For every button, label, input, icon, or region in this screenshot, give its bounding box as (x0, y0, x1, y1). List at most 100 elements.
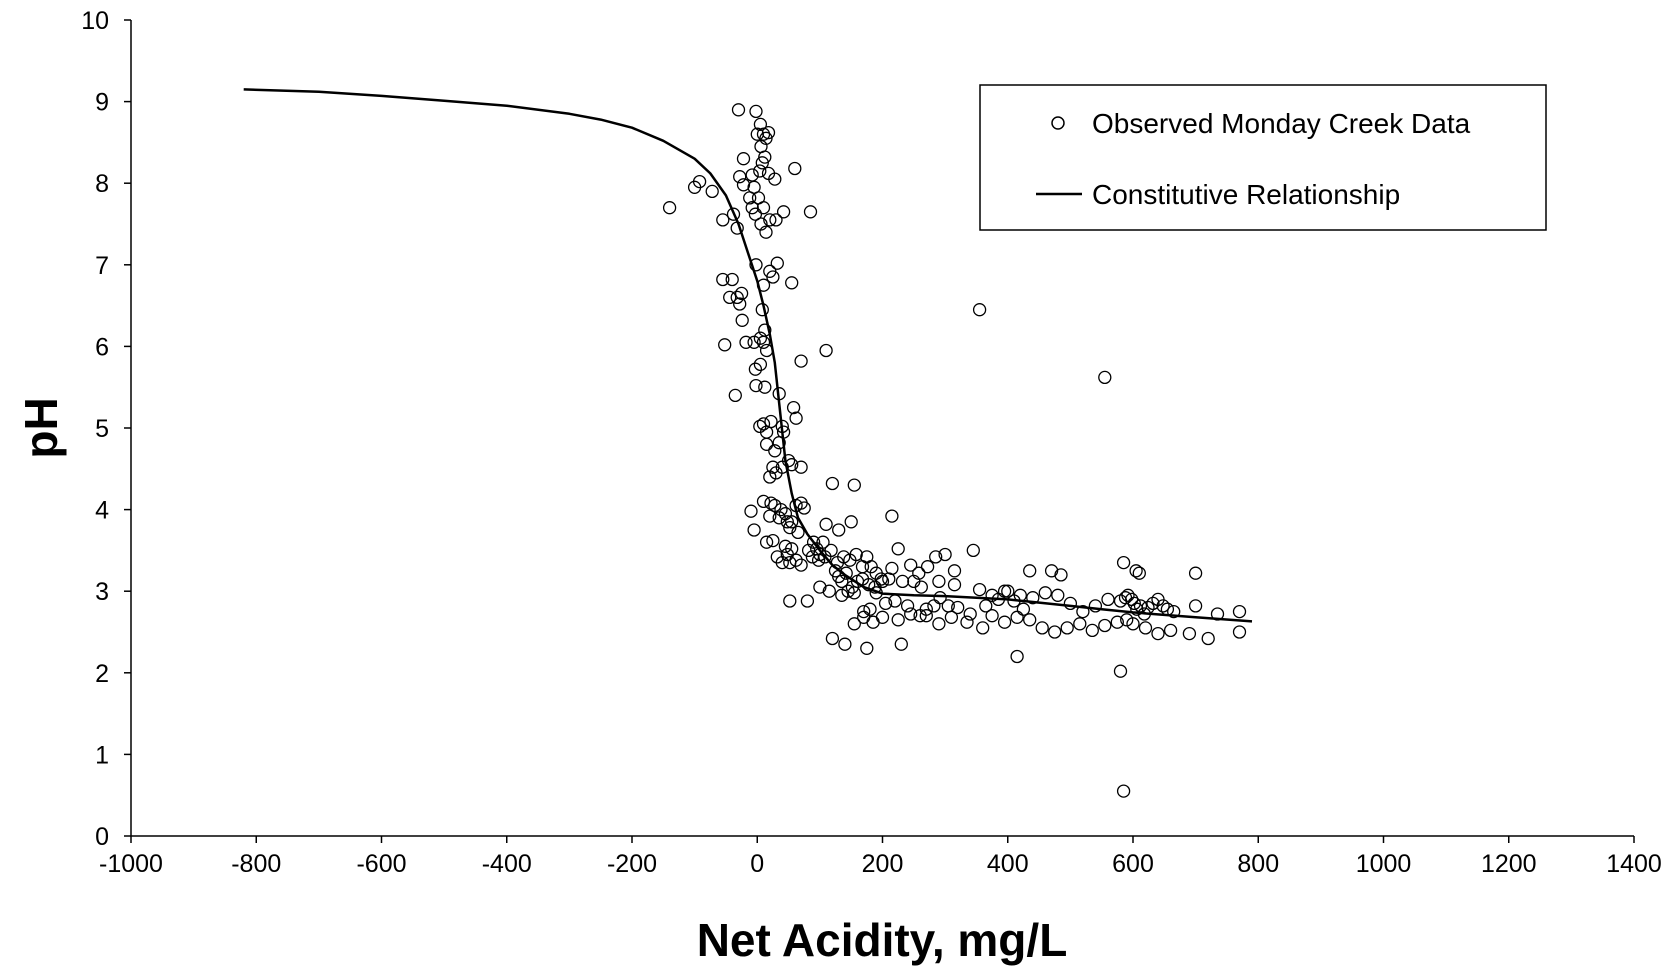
data-point (1188, 599, 1203, 613)
data-point (766, 533, 780, 548)
x-tick-label: 1400 (1606, 850, 1662, 878)
data-point (920, 560, 935, 574)
data-point (966, 543, 980, 558)
data-point (733, 170, 747, 184)
data-point (791, 525, 805, 540)
data-point (1035, 621, 1049, 635)
data-point (1026, 591, 1040, 605)
data-point (764, 414, 778, 429)
x-tick-label: 800 (1237, 850, 1279, 878)
data-point (891, 613, 905, 627)
data-point (763, 509, 777, 523)
data-point (756, 335, 771, 349)
data-point (1101, 592, 1115, 607)
data-point (753, 117, 768, 132)
data-point (736, 152, 751, 166)
data-point (938, 547, 952, 562)
data-point (747, 523, 761, 537)
data-point (1038, 586, 1052, 600)
legend-label-curve: Constitutive Relationship (1092, 179, 1400, 210)
data-point (769, 213, 783, 227)
data-point (768, 172, 782, 186)
data-point (725, 272, 739, 287)
data-point (772, 387, 786, 401)
data-point (976, 621, 990, 635)
data-point (819, 343, 833, 358)
data-point (997, 615, 1012, 629)
data-point (891, 542, 905, 556)
data-point (764, 496, 778, 510)
data-point (904, 607, 918, 621)
data-point (786, 400, 801, 415)
x-tick-label: -800 (231, 850, 281, 878)
data-point (1076, 604, 1090, 619)
data-point (932, 574, 946, 589)
data-point (750, 127, 764, 141)
y-axis: 0 1 2 3 4 5 6 7 8 9 10 (81, 7, 131, 851)
data-point (1182, 626, 1197, 641)
data-point (1127, 596, 1141, 611)
y-tick-label: 2 (95, 660, 109, 688)
data-point (692, 174, 707, 189)
data-point (736, 178, 751, 192)
y-tick-label: 8 (95, 170, 109, 198)
data-point (1232, 604, 1247, 619)
data-point (755, 156, 769, 170)
data-point (1167, 604, 1181, 619)
y-axis-title: pH (15, 397, 67, 458)
data-point (788, 161, 802, 176)
y-tick-label: 3 (95, 578, 109, 606)
data-point (972, 303, 987, 317)
data-point (888, 594, 902, 608)
data-point (789, 411, 803, 425)
data-point (794, 558, 808, 572)
data-point (759, 343, 774, 358)
data-point (783, 594, 797, 608)
y-tick-label: 0 (95, 823, 109, 851)
data-point (947, 578, 962, 592)
data-point (985, 609, 999, 623)
data-point (1010, 610, 1024, 624)
data-point (904, 558, 918, 572)
data-point (705, 184, 719, 199)
data-point (841, 584, 855, 598)
data-point (914, 580, 928, 594)
legend: Observed Monday Creek Data Constitutive … (979, 84, 1547, 231)
data-point (768, 444, 782, 458)
data-point (748, 362, 763, 376)
data-point (847, 617, 861, 631)
points-layer (662, 103, 1247, 798)
data-point (1048, 625, 1062, 639)
data-point (1013, 588, 1027, 602)
x-tick-label: -1000 (99, 850, 163, 878)
data-point (1110, 615, 1124, 629)
x-axis: -1000 -800 -600 -400 -200 0 200 400 600 800 1000 12… (99, 836, 1662, 878)
data-point (847, 586, 861, 600)
data-point (1132, 566, 1146, 580)
data-point (860, 641, 874, 655)
data-point (763, 213, 777, 227)
data-point (857, 610, 871, 624)
y-tick-label: 5 (95, 415, 109, 443)
data-point (875, 610, 890, 624)
data-point (1098, 618, 1112, 633)
y-tick-label: 1 (95, 741, 109, 769)
x-axis-title: Net Acidity, mg/L (697, 914, 1068, 966)
data-point (919, 602, 933, 616)
data-point (758, 150, 772, 164)
data-point (972, 582, 987, 597)
data-point (789, 553, 803, 567)
data-point (885, 509, 899, 523)
data-point (895, 574, 910, 589)
data-point (944, 610, 959, 624)
data-point (882, 572, 896, 586)
data-point (783, 520, 797, 535)
data-point (878, 596, 893, 611)
data-point (1044, 564, 1059, 578)
data-point (749, 104, 763, 119)
data-point (730, 221, 744, 235)
data-point (755, 303, 769, 317)
data-point (744, 504, 758, 518)
data-point (794, 460, 808, 474)
data-point (1054, 568, 1068, 582)
